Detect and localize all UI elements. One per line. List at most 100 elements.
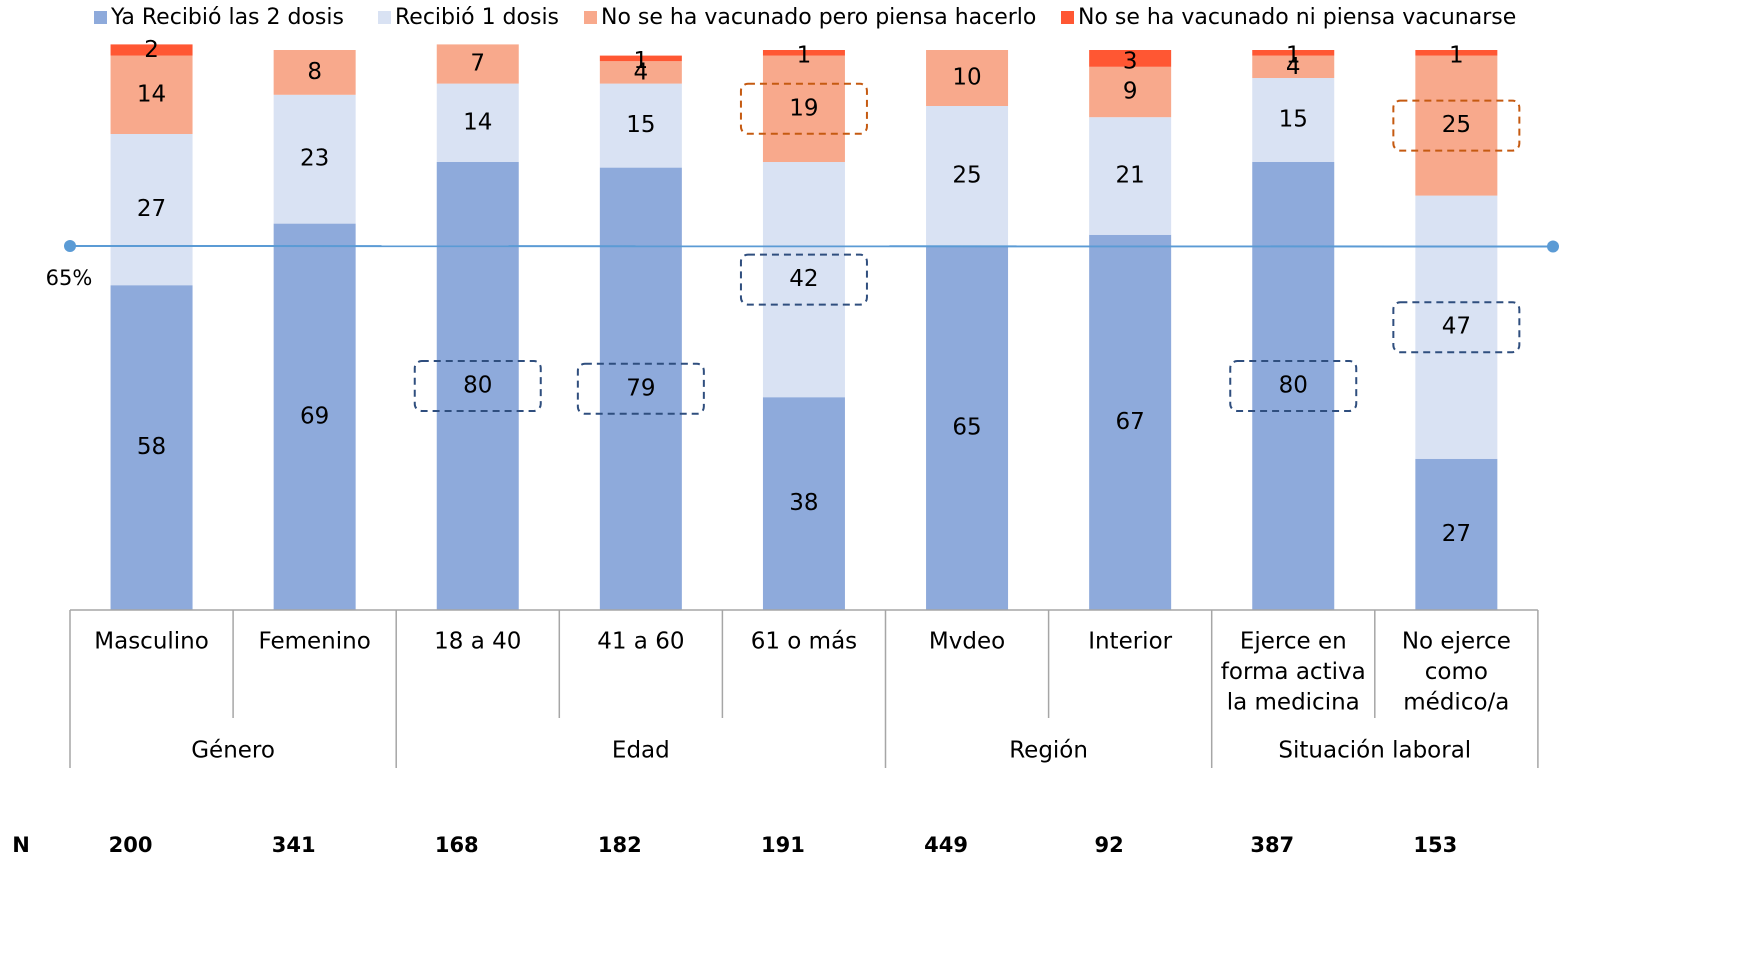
legend-label: Ya Recibió las 2 dosis <box>110 5 344 30</box>
bar-segment <box>1415 50 1498 56</box>
bar-value-label: 25 <box>1442 112 1471 138</box>
bar-segment <box>110 44 193 56</box>
bar-value-label: 38 <box>789 490 818 516</box>
reference-line-marker <box>1547 240 1559 253</box>
bar-segment <box>599 167 682 610</box>
category-label: Mvdeo <box>929 629 1005 655</box>
bar-value-label: 80 <box>463 373 492 399</box>
bar-segment <box>762 162 845 398</box>
bar-value-label: 7 <box>470 51 485 77</box>
bar-value-label: 1 <box>634 48 649 74</box>
n-value: 341 <box>272 833 316 857</box>
category-label: como <box>1425 659 1488 685</box>
bar-value-label: 42 <box>789 266 818 292</box>
bar-segment <box>762 50 845 56</box>
bar-segment <box>436 162 519 610</box>
group-label: Región <box>1009 738 1088 764</box>
bar-segment <box>762 397 845 610</box>
category-label: No ejerce <box>1402 629 1511 655</box>
group-label: Edad <box>612 738 670 764</box>
category-label: Masculino <box>94 629 209 655</box>
n-value: 168 <box>435 833 479 857</box>
bar-value-label: 9 <box>1123 79 1138 105</box>
bar-segment <box>1089 234 1172 611</box>
legend-swatch <box>1061 11 1074 24</box>
bar-segment <box>273 50 356 95</box>
bar-segment <box>1252 78 1335 162</box>
bar-segment <box>599 61 682 84</box>
reference-line-marker <box>64 240 76 252</box>
category-label: médico/a <box>1403 690 1509 716</box>
n-value: 449 <box>924 833 968 857</box>
bar-value-label: 80 <box>1279 373 1308 399</box>
n-value: 387 <box>1250 833 1294 857</box>
bar-value-label: 10 <box>952 65 981 91</box>
legend-label: No se ha vacunado ni piensa vacunarse <box>1078 5 1516 30</box>
category-label: Interior <box>1088 629 1172 655</box>
bar-segment <box>1415 458 1498 610</box>
bar-value-label: 65 <box>952 415 981 441</box>
bar-value-label: 1 <box>1449 43 1464 69</box>
bar-value-label: 25 <box>952 163 981 189</box>
bar-segment <box>436 83 519 162</box>
bar-segment <box>599 83 682 168</box>
category-label: Ejerce en <box>1240 629 1347 655</box>
bar-value-label: 2 <box>144 37 159 63</box>
bar-segment <box>1089 66 1172 118</box>
bar-value-label: 27 <box>137 196 166 222</box>
bar-segment <box>110 285 193 610</box>
bar-segment <box>436 44 519 84</box>
bar-value-label: 1 <box>1286 43 1301 69</box>
n-value: 153 <box>1413 833 1457 857</box>
bar-segment <box>273 94 356 224</box>
category-label: 18 a 40 <box>434 629 521 655</box>
bar-segment <box>1089 50 1172 67</box>
reference-line <box>69 245 1554 248</box>
category-label: 41 a 60 <box>597 629 684 655</box>
bar-value-label: 21 <box>1116 163 1145 189</box>
legend-swatch <box>378 11 391 24</box>
bar-value-label: 3 <box>1123 49 1138 75</box>
legend-swatch <box>584 11 597 24</box>
bar-segment <box>1252 162 1335 610</box>
bar-segment <box>1415 55 1498 196</box>
bar-value-label: 1 <box>797 43 812 69</box>
bar-value-label: 27 <box>1442 521 1471 547</box>
bar-value-label: 19 <box>789 95 818 121</box>
bar-segment <box>110 134 193 286</box>
bar-value-label: 4 <box>634 60 649 86</box>
bar-segment <box>599 55 682 62</box>
n-value: 182 <box>598 833 642 857</box>
category-label: Femenino <box>259 629 371 655</box>
bar-segment <box>1415 195 1498 459</box>
bar-value-label: 79 <box>626 375 655 401</box>
category-label: la medicina <box>1227 690 1360 716</box>
n-value: 92 <box>1095 833 1124 857</box>
reference-line-label: 65% <box>46 266 93 290</box>
bar-value-label: 58 <box>137 434 166 460</box>
bar-segment <box>762 55 845 162</box>
bar-segment <box>1252 50 1335 56</box>
bar-segment <box>1252 55 1335 78</box>
bar-segment <box>926 50 1009 106</box>
bar-value-label: 15 <box>626 112 655 138</box>
bar-value-label: 8 <box>307 59 322 85</box>
legend-label: Recibió 1 dosis <box>395 5 559 30</box>
bar-segment <box>926 106 1009 246</box>
bar-value-label: 69 <box>300 403 329 429</box>
bar-value-label: 67 <box>1116 409 1145 435</box>
bar-value-label: 15 <box>1279 107 1308 133</box>
bar-value-label: 4 <box>1286 54 1301 80</box>
bar-segment <box>926 246 1009 610</box>
bar-segment <box>1089 117 1172 235</box>
bar-segment <box>110 55 193 134</box>
category-label: 61 o más <box>751 629 857 655</box>
legend-swatch <box>94 11 107 24</box>
n-value: 191 <box>761 833 805 857</box>
bar-segment <box>273 223 356 610</box>
group-label: Situación laboral <box>1278 738 1471 764</box>
bar-value-label: 23 <box>300 146 329 172</box>
bar-value-label: 14 <box>137 81 166 107</box>
legend-label: No se ha vacunado pero piensa hacerlo <box>601 5 1036 30</box>
